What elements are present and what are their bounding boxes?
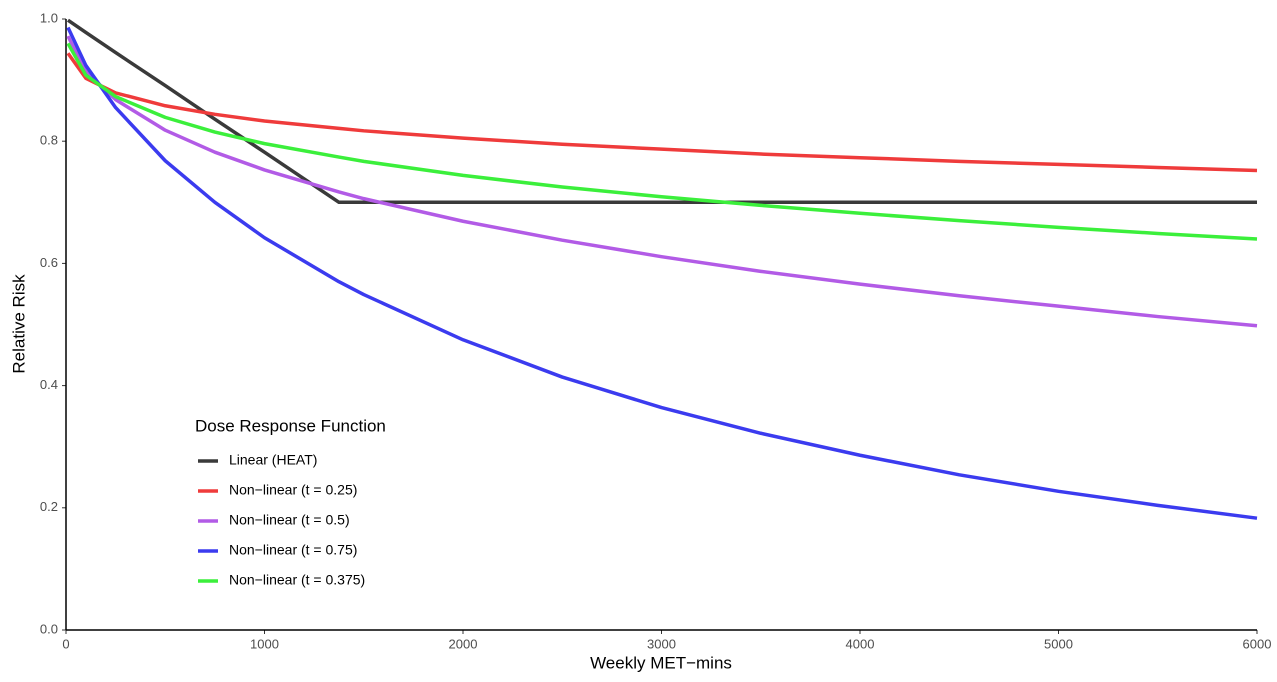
y-tick-label: 0.6 bbox=[40, 255, 58, 270]
legend-title: Dose Response Function bbox=[195, 416, 386, 435]
legend-label: Linear (HEAT) bbox=[229, 452, 317, 468]
y-tick-label: 0.8 bbox=[40, 133, 58, 148]
x-tick-label: 5000 bbox=[1044, 636, 1073, 651]
legend-label: Non−linear (t = 0.75) bbox=[229, 542, 357, 558]
series-line bbox=[66, 52, 1258, 173]
series-line bbox=[66, 42, 1258, 241]
x-tick-label: 3000 bbox=[647, 636, 676, 651]
legend-label: Non−linear (t = 0.375) bbox=[229, 572, 365, 588]
series-line bbox=[66, 18, 1257, 205]
y-axis-label: Relative Risk bbox=[9, 274, 28, 374]
x-axis-label: Weekly MET−mins bbox=[590, 653, 732, 672]
y-tick-label: 0.2 bbox=[40, 499, 58, 514]
x-tick-label: 4000 bbox=[846, 636, 875, 651]
y-tick-label: 0.0 bbox=[40, 621, 58, 636]
x-tick-label: 1000 bbox=[250, 636, 279, 651]
legend-label: Non−linear (t = 0.5) bbox=[229, 512, 350, 528]
legend-label: Non−linear (t = 0.25) bbox=[229, 482, 357, 498]
series-line bbox=[66, 35, 1258, 328]
x-tick-label: 6000 bbox=[1243, 636, 1272, 651]
series-line bbox=[66, 26, 1258, 520]
x-tick-label: 2000 bbox=[449, 636, 478, 651]
x-tick-label: 0 bbox=[62, 636, 69, 651]
y-tick-label: 1.0 bbox=[40, 10, 58, 25]
y-tick-label: 0.4 bbox=[40, 377, 58, 392]
